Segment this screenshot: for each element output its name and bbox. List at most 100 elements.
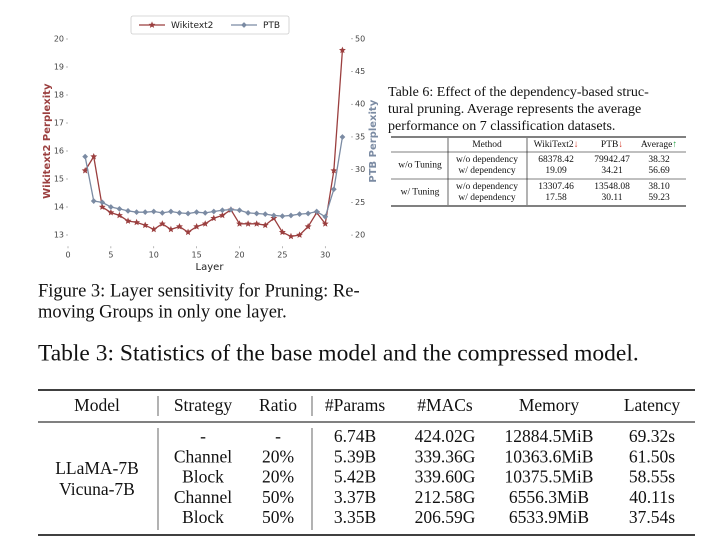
point-marker [98,203,106,210]
y-tick-label: 18 [54,91,64,100]
table-cell: 20% [262,446,294,466]
group-label: w/ Tuning [401,188,440,198]
x-axis-label: Layer [196,262,225,273]
point-marker [193,209,200,216]
table-cell: - [200,426,206,446]
point-marker [176,223,183,230]
header-arrow: ↓ [574,140,579,150]
table-cell: 38.10 [648,182,670,192]
point-marker [82,153,89,160]
table-cell: 17.58 [545,193,567,203]
point-marker [116,206,123,212]
table-cell: 5.42B [334,467,376,487]
point-marker [228,206,234,213]
table-header: Model [74,395,120,415]
table-cell: 56.69 [648,166,670,176]
y2-tick-label: 50 [355,34,365,43]
table-header: #Params [325,395,385,415]
point-marker [133,218,141,226]
point-marker [218,211,226,219]
point-marker [236,207,243,214]
point-marker [125,207,131,214]
point-marker [322,213,329,220]
table-header: WikiText2↓ [534,140,579,150]
table-cell: Block [182,507,224,527]
header-text: Method [472,140,502,150]
table-cell: w/ dependency [458,166,515,176]
point-marker [296,211,303,218]
table-cell: 79942.47 [594,155,630,165]
group-label: w/o Tuning [398,161,442,171]
x-tick-label: 20 [234,251,244,260]
y-tick-label: 17 [54,119,64,128]
table-cell: 38.32 [648,155,670,165]
y2-tick-label: 40 [355,100,365,109]
x-tick-label: 15 [192,251,202,260]
y2-tick-label: 45 [355,67,365,76]
point-marker [339,134,346,140]
point-marker [133,209,140,216]
point-marker [176,209,183,216]
y-axis-label: Wikitext2 Perplexity [42,83,53,199]
table-cell: w/o dependency [456,182,518,192]
table-cell: 6533.9MiB [509,507,589,527]
figure-caption: Figure 3: Layer sensitivity for Pruning:… [38,281,360,301]
point-marker [158,220,166,227]
table-header: Strategy [174,395,233,415]
point-marker [210,214,218,222]
table-cell: 6556.3MiB [509,487,589,507]
point-marker [262,211,269,218]
point-marker [90,198,97,204]
y-tick-label: 20 [54,35,64,44]
x-tick-label: 30 [320,251,330,260]
table-cell: 58.55s [629,467,675,487]
point-marker [142,209,149,216]
point-marker [150,208,157,215]
table-header: Method [472,140,502,150]
table-cell: 20% [262,467,294,487]
table-caption: performance on 7 classification datasets… [388,119,615,134]
point-marker [270,212,277,219]
model-name: LLaMA-7B [55,458,139,478]
point-marker [210,208,217,215]
table-cell: Channel [174,446,232,466]
y-tick-label: 13 [54,231,64,240]
table-cell: 339.60G [415,467,476,487]
point-marker [287,232,295,240]
table-header: Average↑ [641,140,677,150]
point-marker [107,209,115,216]
table-cell: 10375.5MiB [505,467,594,487]
table-cell: 59.23 [648,193,670,203]
point-marker [167,225,175,233]
table-cell: 3.37B [334,487,376,507]
table-cell: 69.32s [629,426,675,446]
figure-caption: moving Groups in only one layer. [38,302,287,322]
legend-marker [241,22,247,28]
point-marker [99,199,106,206]
table-cell: 40.11s [629,487,675,507]
legend-marker [148,21,156,28]
point-marker [261,221,269,229]
table-cell: 206.59G [415,507,476,527]
table-cell: 3.35B [334,507,376,527]
table-cell: 6.74B [334,426,376,446]
x-tick-label: 10 [149,251,159,260]
point-marker [278,228,286,236]
point-marker [288,212,294,219]
y-tick-label: 15 [54,175,64,184]
y2-axis-label: PTB Perplexity [368,99,379,182]
point-marker [321,220,329,227]
table-cell: 19.09 [545,166,567,176]
table-cell: Channel [174,487,232,507]
table-caption: Table 6: Effect of the dependency-based … [388,85,649,100]
table-cell: 34.21 [601,166,623,176]
point-marker [193,223,201,230]
header-text: WikiText2 [534,140,574,150]
table-cell: 13548.08 [594,182,630,192]
table-cell: 61.50s [629,446,675,466]
x-tick-label: 25 [277,251,287,260]
point-marker [305,210,312,217]
point-marker [202,209,209,216]
point-marker [116,211,123,219]
